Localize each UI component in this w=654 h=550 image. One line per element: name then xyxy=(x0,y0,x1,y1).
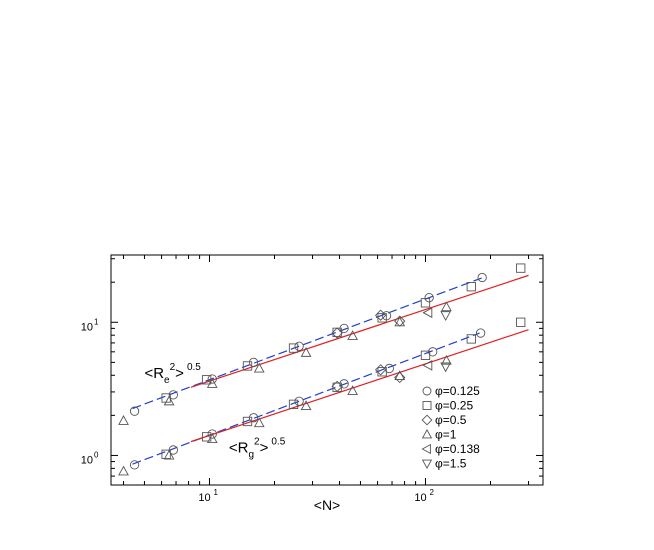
data-point-square xyxy=(466,282,476,292)
legend-label: φ=0.125 xyxy=(435,384,480,398)
data-point-circle xyxy=(248,357,259,368)
data-point-diamond xyxy=(374,364,387,376)
data-point-circle xyxy=(294,396,304,406)
data-point-circle xyxy=(248,413,259,423)
data-point-circle xyxy=(168,390,178,400)
data-point-square xyxy=(420,350,431,360)
data-point-square xyxy=(242,416,253,427)
data-point-square xyxy=(201,375,212,385)
annotation-rg: <Rg2> 0.5 xyxy=(229,437,286,461)
data-point-triangle-up xyxy=(394,316,406,327)
legend-marker-diamond xyxy=(421,414,433,426)
data-point-diamond xyxy=(331,380,343,393)
data-point-triangle-left xyxy=(422,359,433,371)
data-point-triangle-up xyxy=(206,433,218,443)
data-point-square xyxy=(288,399,299,409)
x-tick-exponent: 1 xyxy=(213,488,218,497)
legend-label: φ=1 xyxy=(435,428,457,442)
data-point-circle xyxy=(475,328,486,338)
legend-label: φ=0.138 xyxy=(435,442,480,456)
fit-line-2 xyxy=(190,274,529,388)
legend-marker-circle xyxy=(422,386,432,396)
fit-line-3 xyxy=(132,332,480,465)
legend-label: φ=0.25 xyxy=(435,399,473,413)
fit-line-1 xyxy=(132,277,482,410)
y-tick-exponent: 1 xyxy=(94,317,99,326)
data-point-square xyxy=(288,343,299,353)
y-tick-label: 10 xyxy=(81,454,93,466)
data-point-triangle-up xyxy=(253,417,265,428)
data-point-triangle-up xyxy=(163,449,175,460)
data-point-triangle-up xyxy=(163,395,175,406)
data-point-circle xyxy=(129,406,140,416)
data-point-square xyxy=(516,263,526,273)
legend-label: φ=0.5 xyxy=(435,413,467,427)
data-point-diamond xyxy=(331,327,343,339)
data-point-triangle-up xyxy=(347,385,359,395)
data-point-triangle-up xyxy=(253,362,265,373)
legend-marker-square xyxy=(422,401,432,410)
data-point-square xyxy=(466,334,476,344)
y-tick-exponent: 0 xyxy=(94,450,99,459)
data-point-square xyxy=(516,317,526,327)
plot-frame xyxy=(110,254,544,486)
data-point-circle xyxy=(129,460,140,470)
data-point-circle xyxy=(428,347,438,357)
data-point-diamond xyxy=(374,309,387,321)
data-point-triangle-up xyxy=(441,354,452,365)
legend-marker-triangle-down xyxy=(421,459,433,470)
legend-marker-triangle-up xyxy=(421,428,433,439)
data-point-square xyxy=(420,298,431,308)
data-point-square xyxy=(161,449,171,459)
data-point-triangle-left xyxy=(422,307,433,319)
annotation-re: <Re2> 0.5 xyxy=(144,362,201,386)
data-point-circle xyxy=(294,341,304,351)
x-tick-label: 10 xyxy=(414,492,426,504)
data-point-triangle-up xyxy=(347,330,359,340)
data-point-triangle-up xyxy=(300,400,312,411)
data-point-circle xyxy=(207,429,217,439)
data-point-circle xyxy=(477,272,487,283)
data-point-circle xyxy=(207,374,217,384)
data-point-square xyxy=(242,361,253,371)
data-point-triangle-up xyxy=(118,465,129,476)
x-tick-label: 10 xyxy=(198,492,210,504)
fit-line-4 xyxy=(190,329,529,443)
data-point-triangle-up xyxy=(441,301,452,312)
data-point-triangle-down xyxy=(440,362,452,373)
data-point-triangle-up xyxy=(300,347,312,357)
x-axis-label: <N> xyxy=(314,497,340,513)
legend-label: φ=1.5 xyxy=(435,457,467,471)
x-tick-exponent: 2 xyxy=(429,488,434,497)
data-point-triangle-up xyxy=(394,370,406,381)
data-point-triangle-up xyxy=(118,415,129,425)
data-point-triangle-up xyxy=(206,378,218,388)
y-tick-label: 10 xyxy=(81,321,93,333)
data-point-circle xyxy=(384,363,394,374)
data-point-circle xyxy=(424,293,434,303)
data-point-triangle-down xyxy=(440,311,452,321)
data-point-diamond xyxy=(394,371,406,384)
legend-marker-triangle-left xyxy=(421,443,431,455)
